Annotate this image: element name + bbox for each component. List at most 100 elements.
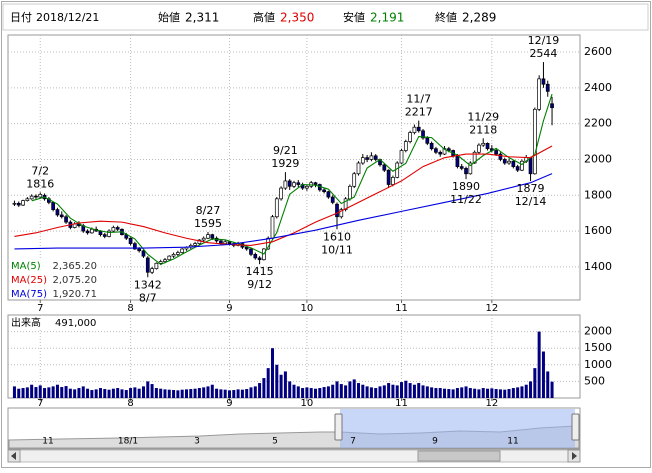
volume-bar [55, 384, 59, 398]
candle-body [416, 126, 421, 132]
volume-bar [236, 389, 240, 398]
candle-body [498, 153, 503, 160]
volume-bar [404, 380, 408, 398]
legend-name: MA(75) [11, 289, 47, 300]
annotation-value: 2217 [405, 106, 433, 119]
scrollbar [7, 449, 581, 463]
volume-bar [365, 386, 369, 398]
field-value: 2,350 [280, 11, 314, 25]
volume-bar [511, 388, 515, 398]
x-tick-label: 11 [395, 303, 408, 314]
volume-bar [477, 389, 481, 398]
candle-body [339, 209, 344, 218]
navigator-handle[interactable] [571, 413, 580, 441]
volume-bar [249, 387, 253, 398]
annotation-date: 8/7 [139, 291, 157, 304]
volume-bar [262, 378, 266, 398]
scroll-thumb[interactable] [417, 450, 501, 462]
candle-body [12, 202, 17, 205]
volume-bar [90, 390, 94, 398]
volume-bar [94, 389, 98, 398]
navigator-label: 5 [272, 437, 278, 447]
field-label: 終値 [435, 10, 457, 24]
volume-bar [313, 388, 318, 398]
x-tick-label: 9 [226, 303, 232, 314]
annotation-value: 1816 [26, 177, 54, 190]
x-tick-label: 8 [127, 303, 133, 314]
legend-name: MA(5) [11, 261, 41, 272]
volume-bar [163, 389, 167, 398]
volume-bar [305, 387, 309, 398]
x-tick-label: 12 [485, 398, 498, 409]
date-label: 日付 [10, 11, 32, 24]
navigator-label: 9 [432, 437, 438, 447]
annotation-date: 12/19 [528, 34, 560, 47]
volume-bar [309, 388, 313, 398]
volume-bar [408, 383, 412, 398]
y-tick-label: 2400 [584, 81, 612, 94]
annotation-value: 2544 [529, 47, 557, 60]
price-panel [7, 34, 581, 301]
volume-bar [550, 381, 554, 398]
volume-bar [189, 389, 193, 398]
volume-bar [481, 388, 485, 398]
volume-bar [395, 385, 399, 398]
candle-body [532, 108, 537, 175]
navigator-range[interactable] [340, 409, 575, 448]
volume-bar [184, 389, 188, 398]
x-tick-label: 7 [37, 398, 43, 409]
volume-chart: 500 1000 1500 2000 7 8 9 10 11 12 出来高 491,000 [8, 315, 612, 409]
volume-bar [98, 388, 102, 398]
volume-bar [266, 368, 270, 398]
volume-bar [12, 386, 16, 398]
volume-bar [245, 389, 249, 398]
annotation-date: 12/14 [515, 195, 547, 208]
volume-bar [348, 381, 352, 398]
candle-body [412, 126, 417, 133]
candle-body [163, 259, 167, 262]
candle-body [330, 196, 335, 203]
volume-bar [258, 383, 262, 398]
volume-bar [344, 385, 348, 398]
candle-body [201, 237, 206, 241]
candle-body [403, 141, 408, 151]
candle-body [283, 180, 288, 189]
volume-bar [176, 390, 180, 398]
y-tick-label: 2600 [584, 45, 612, 58]
volume-bar [541, 351, 545, 398]
volume-bar [21, 388, 25, 398]
candle-body [434, 148, 438, 153]
volume-bar [77, 388, 81, 398]
navigator-handle[interactable] [334, 413, 343, 441]
candle-body [193, 243, 197, 246]
legend-box [9, 259, 99, 299]
candle-body [128, 237, 133, 244]
volume-bar [86, 388, 90, 398]
volume-bar [533, 368, 537, 398]
annotation-date: 9/12 [247, 278, 272, 291]
volume-bar [253, 386, 257, 398]
volume-bar [546, 371, 550, 398]
arrow-icon [572, 452, 577, 460]
candle-body [421, 130, 425, 139]
candle-body [59, 214, 64, 218]
volume-bar [154, 388, 158, 398]
volume-bar [473, 388, 477, 398]
candle-body [197, 239, 202, 244]
candle-body [16, 202, 21, 206]
volume-bar [490, 388, 494, 398]
candle-body [352, 173, 357, 187]
date-value: 2018/12/21 [36, 11, 99, 24]
volume-panel [7, 314, 581, 399]
candle-body [253, 253, 258, 259]
candle-body [382, 164, 387, 171]
volume-bar [486, 388, 490, 398]
candle-body [167, 255, 172, 261]
annotation-date: 11/29 [467, 110, 499, 123]
candle-body [64, 216, 68, 223]
volume-bar [197, 388, 201, 398]
candle-body [520, 160, 524, 171]
candle-body [446, 148, 451, 151]
annotation-date: 11/22 [450, 193, 482, 206]
field-value: 2,289 [462, 11, 496, 25]
